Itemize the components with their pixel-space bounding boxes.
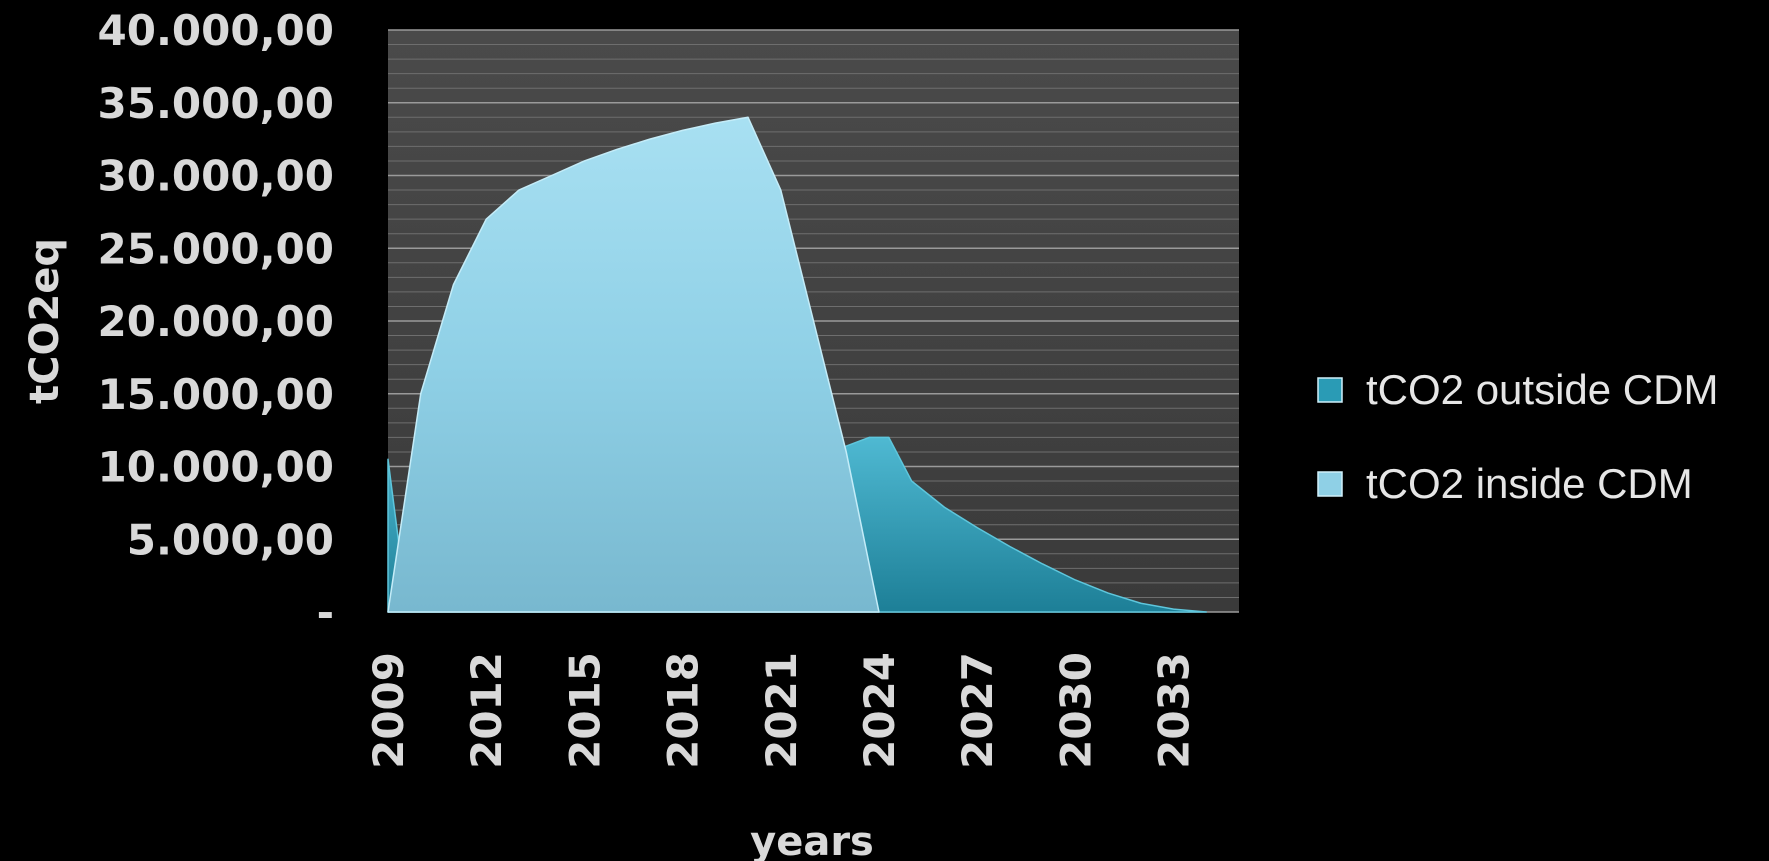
x-tick-label: 2018 bbox=[659, 652, 708, 769]
y-tick-label: 10.000,00 bbox=[98, 443, 334, 492]
x-tick-label: 2009 bbox=[364, 652, 413, 769]
legend-swatch bbox=[1317, 377, 1343, 403]
series-area-tco2-inside-cdm bbox=[387, 116, 880, 613]
legend-label: tCO2 inside CDM bbox=[1366, 460, 1693, 507]
y-tick-label: 15.000,00 bbox=[98, 370, 334, 419]
legend: tCO2 outside CDM tCO2 inside CDM bbox=[1317, 366, 1718, 507]
x-axis-ticks: 2009 2012 2015 2018 2021 2024 2027 2030 2033 bbox=[364, 652, 1199, 769]
series-layer bbox=[387, 116, 1208, 613]
y-tick-label: 25.000,00 bbox=[98, 224, 334, 273]
y-tick-label: 35.000,00 bbox=[98, 79, 334, 128]
y-axis-ticks: - 5.000,00 10.000,00 15.000,00 20.000,00 25.0… bbox=[98, 6, 334, 637]
x-tick-label: 2024 bbox=[855, 652, 904, 769]
x-axis-title: years bbox=[750, 819, 874, 861]
x-tick-label: 2027 bbox=[953, 652, 1002, 769]
x-tick-label: 2030 bbox=[1051, 652, 1100, 769]
y-tick-label: 20.000,00 bbox=[98, 297, 334, 346]
x-tick-label: 2015 bbox=[560, 652, 609, 769]
y-axis-title: tCO2eq bbox=[22, 238, 68, 404]
x-tick-label: 2021 bbox=[757, 652, 806, 769]
legend-label: tCO2 outside CDM bbox=[1366, 366, 1718, 413]
y-tick-label: - bbox=[317, 588, 334, 637]
x-tick-label: 2012 bbox=[462, 652, 511, 769]
y-tick-label: 5.000,00 bbox=[127, 515, 334, 564]
x-tick-label: 2033 bbox=[1150, 652, 1199, 769]
y-tick-label: 30.000,00 bbox=[98, 152, 334, 201]
legend-swatch bbox=[1317, 471, 1343, 497]
y-tick-label: 40.000,00 bbox=[98, 6, 334, 55]
